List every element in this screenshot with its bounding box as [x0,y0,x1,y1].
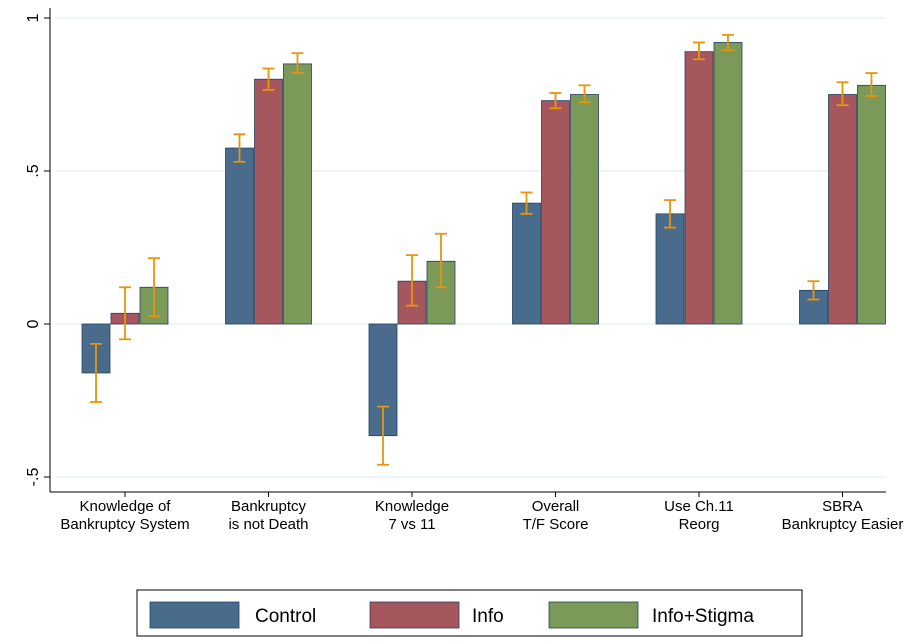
x-tick-label: T/F Score [523,516,589,533]
bar [225,147,254,325]
x-tick-label: Bankruptcy [231,498,307,515]
error-bars [90,33,878,466]
x-tick-label: Knowledge [375,498,449,515]
x-tick-label: Overall [532,498,580,515]
y-tick-label: .5 [25,164,42,177]
legend-label: Control [255,606,316,627]
bar [254,78,283,325]
x-tick-label: SBRA [822,498,863,515]
x-tick-label: 7 vs 11 [388,516,435,533]
legend-label: Info [472,606,504,627]
bar [684,51,714,325]
x-tick-label: is not Death [228,516,308,533]
y-tick-label: 0 [25,319,42,328]
x-tick-label: Use Ch.11 [664,498,734,515]
x-tick-label: Reorg [679,516,720,533]
legend-swatch [548,601,639,629]
bar [655,213,685,325]
legend: Control Info Info+Stigma [136,589,803,637]
x-tick-label: Bankruptcy Easier [782,516,904,533]
legend-swatch [369,601,460,629]
legend-box [136,589,803,637]
x-tick-label: Knowledge of [80,498,172,515]
bars [81,42,886,437]
bar [541,100,570,325]
right-margin [906,0,916,639]
x-tick-label: Bankruptcy System [60,516,189,533]
bar [283,63,312,325]
y-tick-label: 1 [25,13,42,22]
y-tick-label: -.5 [25,468,42,487]
legend-label: Info+Stigma [652,606,754,627]
legend-swatch [149,601,240,629]
bar [857,84,886,325]
bar [713,42,743,325]
gridlines [55,17,886,478]
bar [828,94,857,325]
bar [512,202,541,325]
bar [570,94,599,325]
